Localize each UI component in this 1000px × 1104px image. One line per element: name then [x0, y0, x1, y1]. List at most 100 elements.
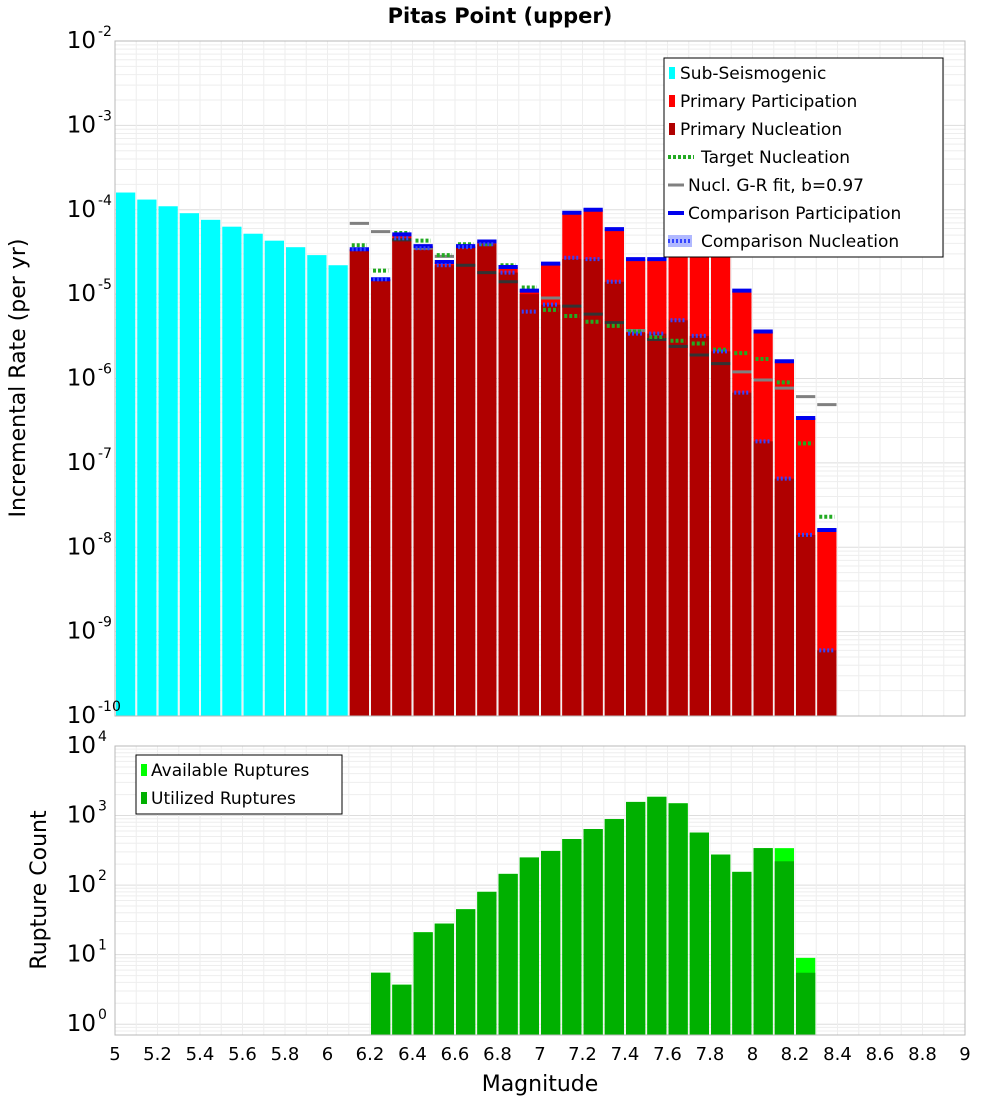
- x-tick-label: 7: [534, 1044, 545, 1065]
- primary-nucleation-bar: [498, 272, 518, 716]
- count-y-tick-label: 10: [67, 1011, 96, 1037]
- chart-title: Pitas Point (upper): [388, 4, 613, 28]
- count-y-tick-exponent: 3: [98, 799, 107, 815]
- rate-y-tick-exponent: -3: [98, 108, 112, 124]
- primary-nucleation-bar: [413, 248, 433, 717]
- sub-seismogenic-bar: [328, 265, 348, 716]
- rate-y-tick-exponent: -9: [98, 615, 112, 631]
- count-plot-frame: [114, 745, 966, 1036]
- x-tick-label: 7.4: [611, 1044, 640, 1065]
- primary-nucleation-bar: [456, 247, 476, 716]
- utilized-ruptures-bar: [753, 848, 773, 1035]
- primary-nucleation-bar: [477, 244, 497, 717]
- count-y-tick-label: 10: [67, 733, 96, 759]
- count-legend: Available Ruptures Utilized Ruptures: [135, 754, 343, 815]
- x-tick-label: 9: [959, 1044, 970, 1065]
- sub-seismogenic-bar: [179, 213, 199, 717]
- primary-nucleation-bar: [647, 333, 667, 716]
- utilized-ruptures-bar: [562, 839, 582, 1035]
- primary-nucleation-bar: [349, 249, 369, 716]
- primary-nucleation-bar: [668, 320, 688, 716]
- x-tick-label: 7.2: [568, 1044, 597, 1065]
- utilized-ruptures-bar: [711, 854, 731, 1035]
- count-y-tick-exponent: 4: [98, 729, 107, 745]
- utilized-ruptures-bar: [774, 861, 794, 1035]
- utilized-ruptures-bar: [583, 829, 603, 1035]
- utilized-ruptures-bar: [477, 891, 497, 1035]
- rate-y-tick-exponent: -7: [98, 446, 112, 462]
- count-grid: [114, 746, 966, 1036]
- rate-markers: [349, 207, 837, 653]
- rate-legend-label: Comparison Participation: [688, 204, 901, 224]
- utilized-ruptures-bar: [519, 857, 539, 1035]
- count-y-tick-exponent: 1: [98, 938, 107, 954]
- x-tick-label: 5.6: [228, 1044, 257, 1065]
- x-tick-label: 8.8: [908, 1044, 937, 1065]
- utilized-ruptures-bar: [668, 803, 688, 1035]
- rate-y-tick-exponent: -5: [98, 277, 112, 293]
- count-y-axis-label: Rupture Count: [27, 810, 52, 970]
- legend-swatch-box: [669, 67, 675, 79]
- primary-nucleation-bar: [604, 281, 624, 716]
- x-tick-label: 5: [109, 1044, 120, 1065]
- x-tick-label: 8.2: [781, 1044, 810, 1065]
- count-legend-swatch: [141, 792, 147, 804]
- rate-y-tick-label: 10: [67, 366, 96, 392]
- x-tick-label: 6.8: [483, 1044, 512, 1065]
- primary-nucleation-bar: [519, 294, 539, 716]
- legend-swatch-box: [669, 95, 675, 107]
- sub-seismogenic-bar: [307, 255, 327, 716]
- primary-nucleation-bar: [753, 441, 773, 716]
- sub-seismogenic-bar: [116, 192, 136, 717]
- rate-y-tick-exponent: -8: [98, 530, 112, 546]
- rate-y-tick-label: 10: [67, 281, 96, 307]
- x-tick-label: 8.6: [866, 1044, 895, 1065]
- rate-plot-frame: [114, 40, 966, 717]
- utilized-ruptures-bar: [647, 796, 667, 1035]
- sub-seismogenic-bar: [201, 219, 221, 717]
- x-tick-label: 6.2: [356, 1044, 385, 1065]
- count-legend-label: Utilized Ruptures: [151, 789, 296, 809]
- rate-y-tick-label: 10: [67, 703, 96, 729]
- utilized-ruptures-bar: [413, 932, 433, 1035]
- sub-seismogenic-bar: [286, 247, 306, 716]
- rate-legend-label: Sub-Seismogenic: [680, 64, 826, 84]
- rate-y-tick-exponent: -4: [98, 193, 112, 209]
- utilized-ruptures-bar: [626, 801, 646, 1035]
- legend-swatch-box: [669, 123, 675, 135]
- primary-nucleation-bar: [732, 392, 752, 716]
- sub-seismogenic-bar: [137, 199, 157, 717]
- utilized-ruptures-bar: [796, 972, 816, 1035]
- x-tick-label: 6.6: [441, 1044, 470, 1065]
- sub-seismogenic-bar: [264, 240, 284, 717]
- x-tick-label: 7.6: [653, 1044, 682, 1065]
- rate-legend: Sub-Seismogenic Primary Participation Prim…: [663, 57, 944, 258]
- rate-y-tick-exponent: -10: [98, 699, 121, 715]
- count-y-tick-label: 10: [67, 872, 96, 898]
- rate-legend-label: Comparison Nucleation: [701, 232, 899, 252]
- rate-y-tick-label: 10: [67, 112, 96, 138]
- primary-nucleation-bar: [392, 238, 412, 716]
- rate-y-tick-label: 10: [67, 619, 96, 645]
- count-bars: [371, 796, 816, 1035]
- x-axis-label: Magnitude: [482, 1072, 599, 1097]
- rate-legend-label: Nucl. G-R fit, b=0.97: [688, 176, 864, 196]
- primary-nucleation-bar: [562, 259, 582, 716]
- primary-nucleation-bar: [434, 265, 454, 716]
- sub-seismogenic-bar: [243, 233, 263, 716]
- x-tick-label: 5.8: [271, 1044, 300, 1065]
- primary-nucleation-bar: [626, 332, 646, 716]
- sub-seismogenic-bar: [222, 226, 242, 716]
- primary-nucleation-bar: [817, 650, 837, 716]
- utilized-ruptures-bar: [732, 871, 752, 1035]
- utilized-ruptures-bar: [434, 923, 454, 1035]
- count-legend-box: [135, 754, 343, 815]
- rate-y-axis-label: Incremental Rate (per yr): [6, 239, 31, 518]
- count-legend-label: Available Ruptures: [151, 761, 309, 781]
- primary-nucleation-bar: [774, 478, 794, 716]
- utilized-ruptures-bar: [689, 832, 709, 1035]
